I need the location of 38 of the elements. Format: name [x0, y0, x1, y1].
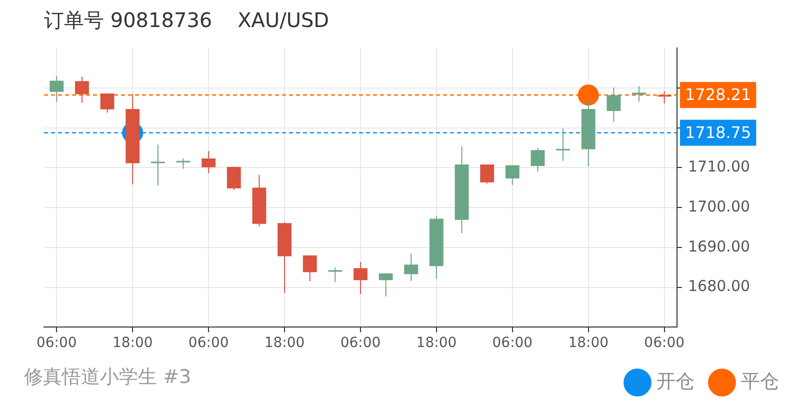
x-tick-label: 18:00 [112, 335, 153, 352]
candlestick [50, 75, 64, 102]
ref-line-label: 1718.75 [685, 122, 752, 142]
candlestick [354, 262, 368, 295]
candlestick [176, 158, 190, 170]
legend-label: 开仓 [656, 370, 694, 392]
candlestick [150, 144, 165, 186]
candlestick [302, 254, 317, 282]
x-tick-label: 06:00 [644, 335, 685, 352]
text: 修真悟道小学生 #3 [24, 366, 192, 388]
candlestick [404, 252, 418, 282]
candlestick [100, 92, 114, 114]
candlestick [378, 272, 393, 297]
candlestick [530, 147, 545, 172]
x-tick-label: 18:00 [264, 335, 305, 352]
candlestick [505, 164, 520, 186]
x-tick-label: 06:00 [340, 335, 381, 352]
x-tick-label: 06:00 [36, 335, 77, 352]
candlestick [556, 128, 570, 162]
x-tick-label: 18:00 [416, 335, 457, 352]
y-tick-label: 1690.00 [688, 237, 750, 256]
ref-line-label: 1728.21 [685, 85, 752, 104]
x-tick-label: 18:00 [568, 335, 609, 352]
y-tick-label: 1700.00 [688, 197, 750, 216]
candlestick [657, 90, 672, 104]
candlestick [632, 86, 646, 102]
y-tick-label: 1680.00 [688, 277, 750, 296]
candlestick [202, 150, 216, 174]
candlestick [606, 86, 621, 122]
x-tick-label: 06:00 [188, 335, 229, 352]
y-tick-label: 1710.00 [688, 158, 750, 176]
legend-label: 平仓 [741, 370, 779, 392]
candlestick [226, 166, 241, 190]
candlestick [75, 76, 89, 104]
candlestick [328, 266, 342, 283]
candlestick [480, 164, 494, 184]
x-tick-label: 06:00 [492, 335, 533, 352]
chart-title: 订单号 90818736 XAU/USD [44, 8, 330, 32]
